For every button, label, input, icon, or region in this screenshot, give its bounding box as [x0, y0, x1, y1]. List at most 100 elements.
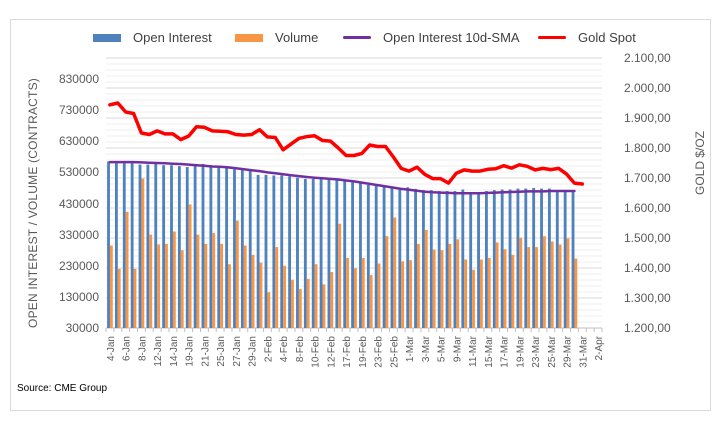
y-tick-label-left: 530000	[58, 165, 99, 180]
bar-open-interest	[422, 190, 425, 328]
bar-open-interest	[233, 169, 236, 328]
x-tick-label: 25-Feb	[389, 336, 400, 368]
bar-volume	[535, 247, 538, 328]
y-tick-label-right: 1.500,00	[624, 231, 671, 245]
bar-open-interest	[453, 191, 457, 328]
bar-open-interest	[272, 175, 276, 328]
bar-volume	[464, 259, 468, 328]
y-tick-label-left: 430000	[58, 196, 99, 211]
bar-volume	[472, 269, 475, 328]
bar-volume	[416, 243, 420, 328]
x-tick-label: 14-Jan	[169, 336, 180, 367]
bar-open-interest	[327, 179, 331, 328]
bar-open-interest	[508, 189, 512, 328]
x-tick-label: 10-Feb	[311, 336, 322, 368]
line-gold-spot	[108, 101, 585, 186]
bar-volume	[479, 259, 483, 328]
bar-open-interest	[414, 188, 417, 328]
bar-open-interest	[485, 191, 488, 328]
bar-open-interest	[138, 164, 142, 328]
y-tick-label-left: 730000	[58, 103, 99, 118]
bar-open-interest	[492, 190, 496, 328]
bar-open-interest	[343, 181, 347, 328]
bar-volume	[322, 284, 326, 328]
x-tick-label: 8-Jan	[137, 336, 148, 361]
y-tick-label-left: 230000	[58, 258, 99, 273]
bar-volume	[361, 257, 365, 328]
x-tick-label: 12-Feb	[326, 336, 337, 368]
legend-item-volume: Volume	[235, 30, 318, 45]
bar-open-interest	[429, 190, 433, 328]
legend-swatch-gold-spot	[538, 36, 566, 39]
y-tick-label-right: 1.300,00	[624, 291, 671, 305]
bar-open-interest	[359, 183, 362, 328]
legend-item-open-interest: Open Interest	[93, 30, 212, 45]
x-tick-label: 25-Jan	[216, 336, 227, 367]
y-tick-label-left: 630000	[58, 134, 99, 149]
x-tick-label: 29-Mar	[563, 335, 574, 367]
bar-open-interest	[374, 184, 378, 328]
bar-volume	[180, 250, 184, 328]
bar-volume	[157, 244, 161, 328]
bar-volume	[196, 234, 200, 328]
bar-volume	[212, 233, 216, 328]
bar-volume	[330, 271, 334, 328]
x-tick-label: 27-Jan	[232, 336, 243, 367]
bar-volume	[346, 257, 349, 328]
bar-volume	[440, 250, 444, 328]
bar-open-interest	[288, 176, 292, 328]
bar-volume	[377, 263, 381, 328]
bar-volume	[125, 211, 129, 328]
y-tick-label-right: 1.200,00	[624, 321, 671, 335]
bar-volume	[495, 242, 499, 328]
bar-volume	[401, 261, 405, 328]
bar-volume	[243, 245, 247, 328]
bar-volume	[314, 264, 318, 328]
bar-volume	[369, 275, 373, 328]
bar-volume	[117, 268, 121, 328]
bar-volume	[283, 265, 286, 328]
bar-volume	[566, 238, 570, 328]
bar-open-interest	[382, 185, 386, 328]
y-tick-label-left: 130000	[58, 289, 99, 304]
bar-open-interest	[154, 163, 158, 328]
x-tick-label: 2-Feb	[263, 336, 274, 363]
bar-open-interest	[524, 188, 528, 328]
bar-volume	[432, 249, 436, 328]
legend-swatch-open-interest	[93, 33, 121, 42]
bar-open-interest	[516, 188, 520, 328]
bar-open-interest	[547, 188, 551, 328]
x-tick-label: 25-Mar	[547, 335, 558, 367]
legend-swatch-oi-sma	[343, 36, 371, 39]
y-tick-label-right: 1.400,00	[624, 261, 671, 275]
bar-volume	[456, 239, 460, 328]
bar-volume	[393, 217, 397, 328]
x-tick-label: 8-Feb	[295, 336, 306, 363]
bar-open-interest	[555, 190, 559, 328]
x-tick-label: 17-Mar	[500, 335, 511, 367]
bar-open-interest	[500, 189, 504, 328]
bar-volume	[235, 220, 239, 328]
x-tick-label: 19-Feb	[358, 336, 369, 368]
bar-open-interest	[264, 174, 268, 328]
x-tick-label: 23-Mar	[531, 335, 542, 367]
bar-volume	[133, 268, 137, 328]
bar-volume	[385, 236, 389, 328]
x-tick-label: 17-Feb	[342, 336, 353, 368]
bar-open-interest	[177, 166, 181, 328]
bar-open-interest	[122, 161, 126, 328]
bar-open-interest	[146, 164, 150, 328]
x-tick-label: 2-Apr	[594, 335, 605, 360]
bar-open-interest	[162, 165, 166, 328]
bar-open-interest	[114, 161, 118, 328]
bar-volume	[424, 229, 428, 328]
bar-open-interest	[398, 187, 402, 328]
bar-volume	[220, 243, 223, 328]
legend-label: Open Interest	[133, 30, 212, 45]
y-tick-label-right: 1.700,00	[624, 171, 671, 185]
bar-volume	[519, 237, 523, 328]
y-tick-label-right: 1.800,00	[624, 141, 671, 155]
bar-open-interest	[461, 189, 465, 328]
bar-open-interest	[366, 184, 370, 328]
